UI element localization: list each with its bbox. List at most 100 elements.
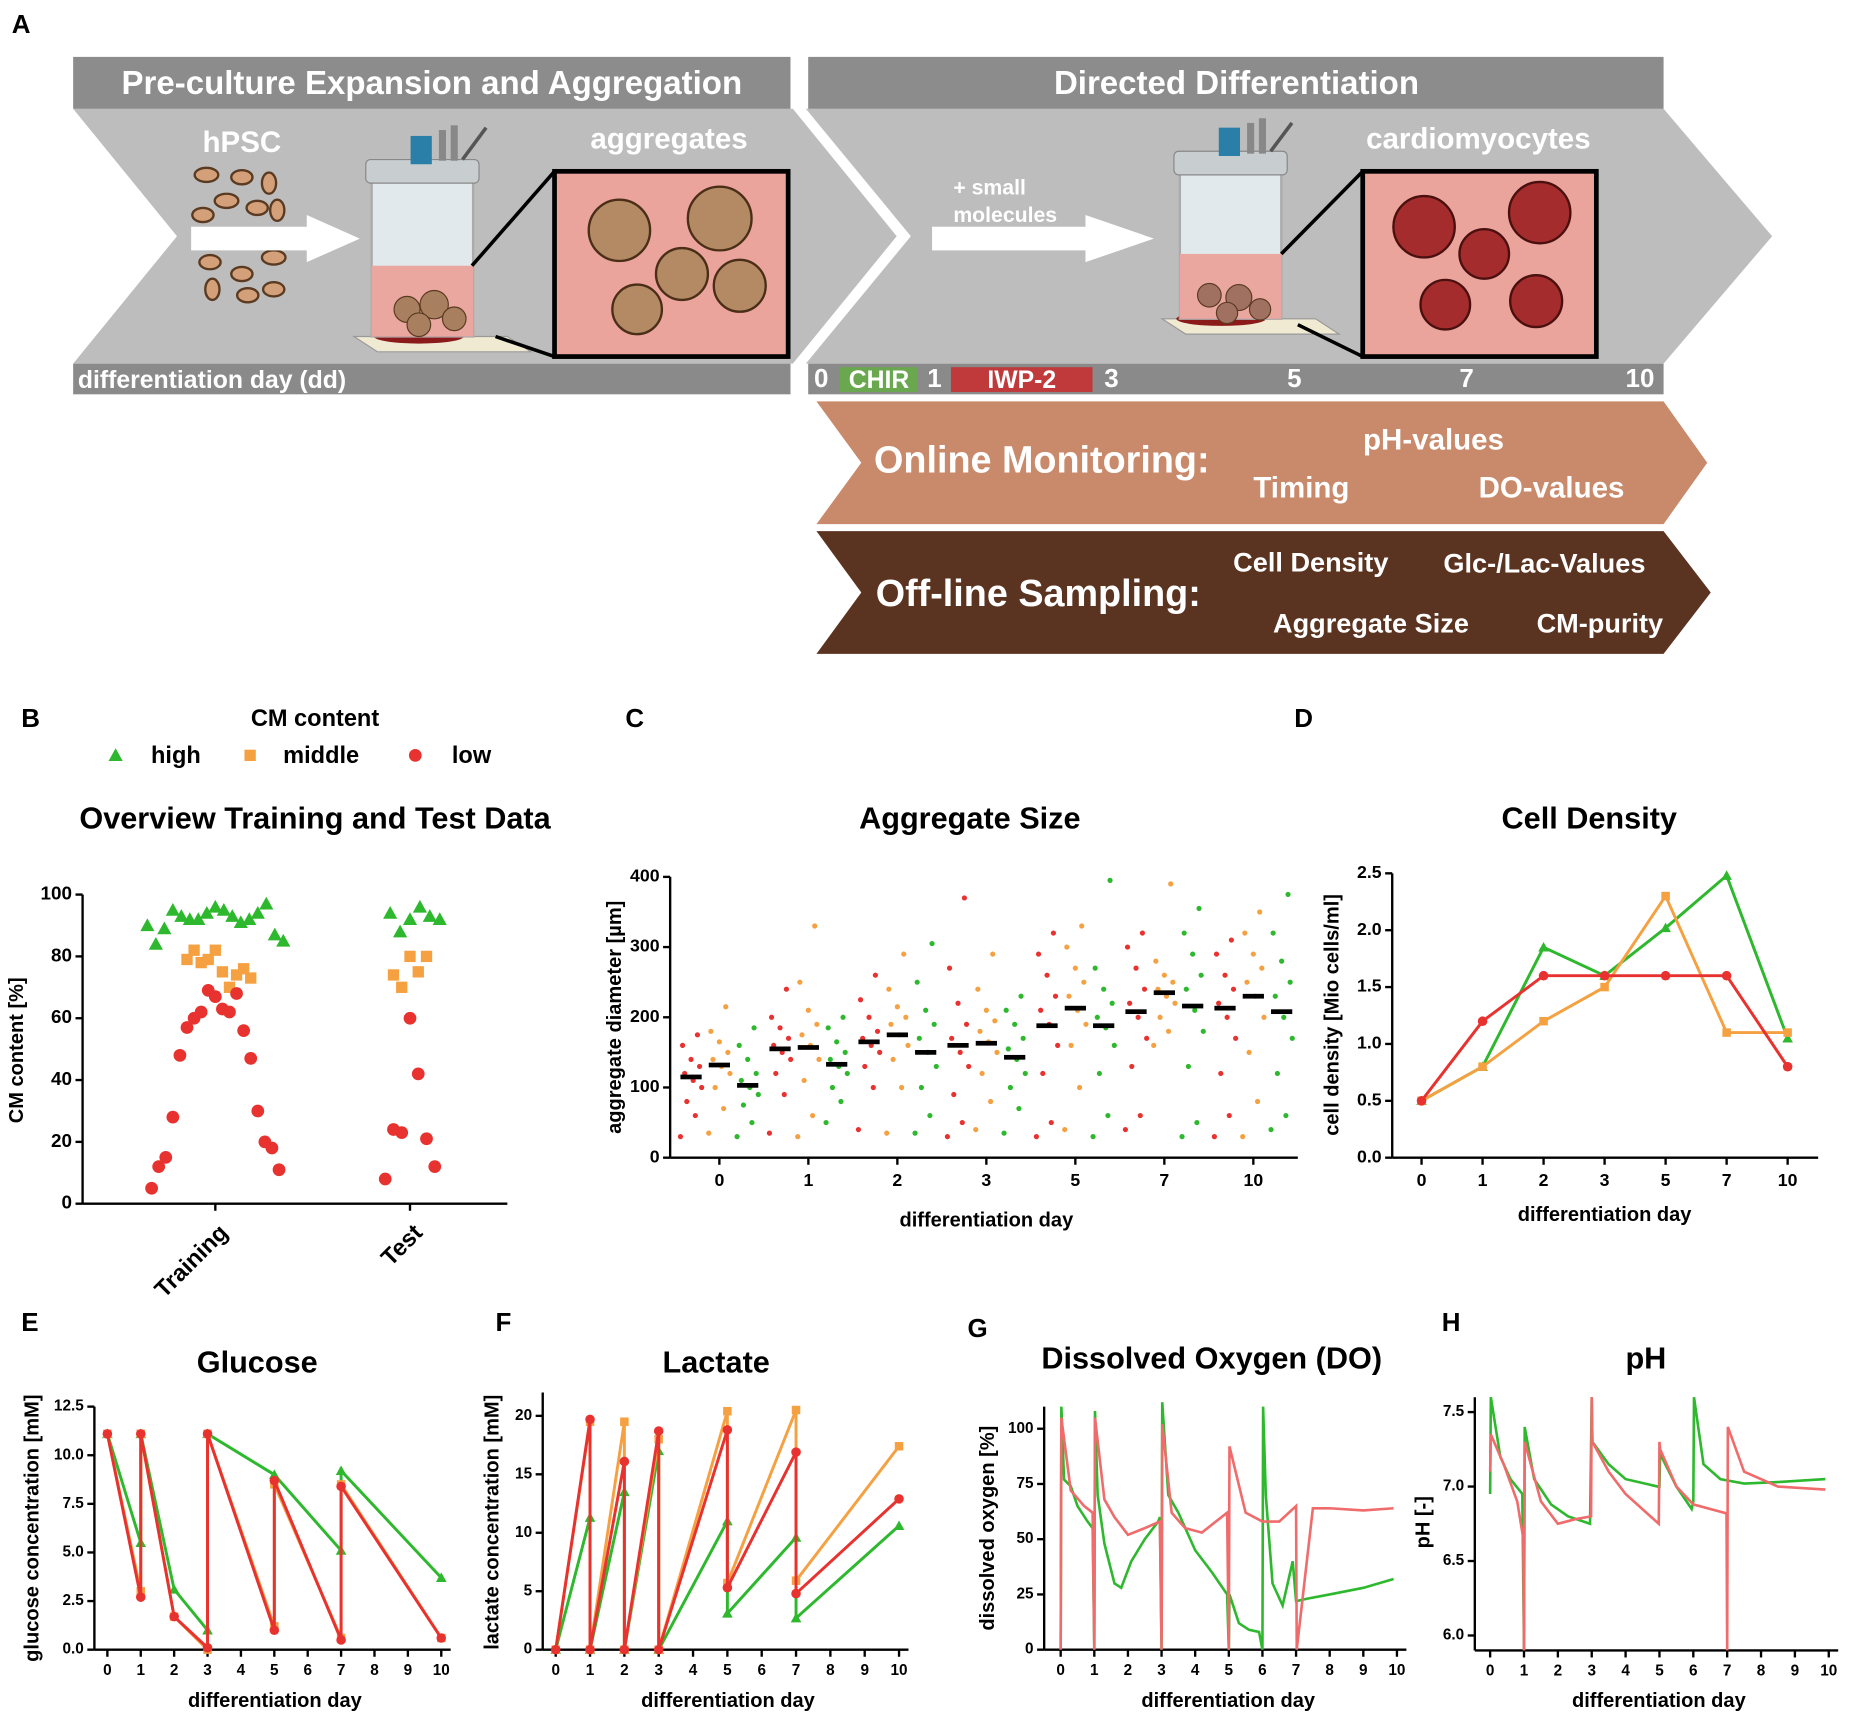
- x-tick-label: 4: [689, 1662, 698, 1679]
- dot: [1279, 958, 1285, 964]
- day: 0: [814, 365, 828, 393]
- dot: [1285, 891, 1291, 898]
- x-tick-label: 3: [1587, 1663, 1596, 1680]
- dot: [1157, 1014, 1163, 1020]
- dot: [1048, 1119, 1054, 1126]
- series-line: [1420, 893, 1788, 1103]
- dot: [1035, 951, 1042, 957]
- marker: [237, 1024, 251, 1037]
- median: [1153, 990, 1175, 996]
- marker: [723, 1406, 732, 1416]
- y-tick-label: 5: [524, 1582, 533, 1599]
- marker: [336, 1481, 346, 1492]
- median: [1036, 1023, 1058, 1029]
- marker: [251, 1104, 265, 1118]
- dot: [1137, 1112, 1143, 1119]
- chart-title: Dissolved Oxygen (DO): [1041, 1342, 1382, 1376]
- x-tick-label: 1: [1090, 1662, 1099, 1679]
- dot: [1244, 979, 1250, 985]
- dot: [1033, 1134, 1040, 1140]
- x-axis-label: differentiation day: [899, 1210, 1074, 1232]
- dot: [684, 1098, 690, 1105]
- dot: [785, 1035, 792, 1041]
- dot: [1198, 972, 1204, 978]
- x-axis-label: differentiation day: [1572, 1690, 1747, 1712]
- median: [1182, 1003, 1204, 1009]
- panel-a: A Pre-culture Expansion and Aggregation …: [12, 11, 1773, 654]
- x-tick-label: 8: [1325, 1662, 1334, 1679]
- y-tick-label: 6.5: [1443, 1552, 1465, 1569]
- dot: [944, 1134, 951, 1140]
- dot: [706, 1130, 712, 1136]
- y-tick-label: 100: [630, 1076, 660, 1096]
- marker: [223, 1005, 236, 1019]
- dot: [1270, 930, 1276, 936]
- dot: [903, 1014, 909, 1020]
- x-tick-label: 0: [103, 1662, 112, 1679]
- dot: [1170, 979, 1176, 985]
- y-tick-label: 0.5: [1357, 1089, 1382, 1109]
- dot: [734, 1134, 740, 1140]
- dot: [1289, 1035, 1295, 1041]
- dot: [1144, 1035, 1150, 1041]
- header-bar: [73, 56, 791, 109]
- x-tick-label: 0: [1417, 1170, 1427, 1190]
- dot: [781, 1091, 787, 1098]
- y-tick-label: 100: [1008, 1420, 1034, 1437]
- dot: [1224, 1014, 1230, 1020]
- marker: [550, 1644, 561, 1655]
- x-tick-label: 6: [1258, 1662, 1267, 1679]
- dot: [1242, 930, 1248, 936]
- marker: [152, 1160, 166, 1173]
- dot: [801, 1077, 807, 1084]
- marker: [428, 1160, 442, 1173]
- x-tick-label: 8: [826, 1662, 835, 1679]
- dot: [788, 1056, 794, 1062]
- dot: [1246, 1049, 1252, 1055]
- marker: [269, 1469, 280, 1479]
- dot: [1181, 930, 1187, 936]
- dot: [1168, 881, 1174, 887]
- dot: [753, 1070, 759, 1077]
- dot: [946, 965, 953, 971]
- dot: [1081, 979, 1087, 985]
- header: Directed Differentiation: [1054, 64, 1419, 101]
- marker: [791, 1588, 801, 1599]
- dot: [1003, 1007, 1009, 1013]
- x-tick-label: 7: [337, 1662, 346, 1679]
- y-tick-label: 2.5: [1357, 862, 1382, 882]
- band-item: Cell Density: [1233, 546, 1388, 577]
- marker: [1660, 970, 1671, 981]
- dot: [823, 1119, 829, 1126]
- x-tick-label: 2: [1124, 1662, 1133, 1679]
- marker: [1600, 982, 1609, 992]
- x-tick-label: 7: [792, 1662, 801, 1679]
- marker: [1721, 870, 1732, 880]
- zoom-line: [1297, 323, 1364, 359]
- panel-label: D: [1294, 705, 1313, 733]
- dot: [1272, 993, 1278, 999]
- dot: [1068, 1042, 1074, 1048]
- dot: [1179, 1134, 1185, 1140]
- dot: [899, 1084, 905, 1091]
- dot: [1213, 951, 1220, 957]
- dot: [966, 1063, 972, 1070]
- marker: [336, 1635, 346, 1645]
- median: [1064, 1005, 1086, 1011]
- x-tick-label: 4: [1621, 1663, 1630, 1680]
- dot: [1076, 1084, 1083, 1091]
- y-tick-label: 60: [51, 1006, 72, 1027]
- y-tick-label: 25: [1016, 1585, 1034, 1602]
- panel-label: B: [21, 705, 40, 733]
- dot: [679, 1042, 686, 1048]
- day: 10: [1626, 365, 1655, 393]
- y-tick-label: 75: [1016, 1475, 1034, 1492]
- dot: [677, 1134, 684, 1140]
- y-tick-label: 80: [51, 944, 72, 965]
- x-tick-label: 10: [1243, 1170, 1263, 1190]
- x-tick-label: 4: [1191, 1662, 1200, 1679]
- marker: [180, 1021, 194, 1034]
- y-tick-label: 7.0: [1443, 1478, 1464, 1495]
- dot: [755, 1091, 761, 1098]
- dot: [1107, 877, 1113, 883]
